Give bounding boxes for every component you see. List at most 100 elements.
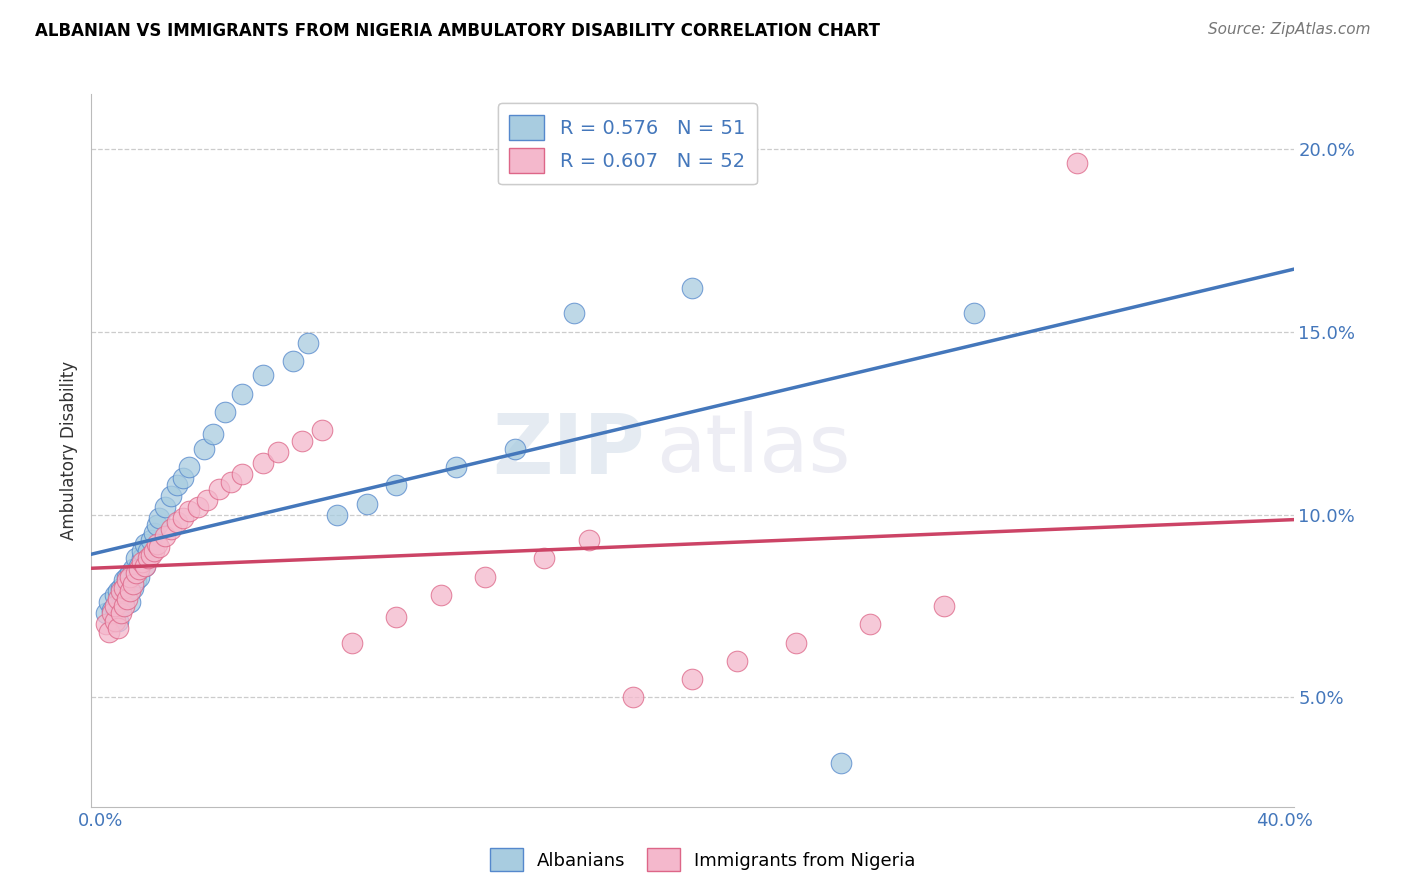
Point (107, 621, 129, 635)
Point (134, 558, 156, 573)
Point (110, 584, 132, 599)
Point (128, 562, 150, 576)
Point (131, 551, 153, 566)
Point (201, 427, 224, 442)
Point (578, 533, 600, 548)
Point (142, 525, 165, 540)
Point (121, 581, 143, 595)
Point (859, 617, 882, 632)
Point (107, 591, 129, 606)
Legend: Albanians, Immigrants from Nigeria: Albanians, Immigrants from Nigeria (484, 841, 922, 879)
Point (562, 306, 585, 320)
Point (187, 500, 209, 515)
Point (231, 467, 253, 482)
Point (252, 456, 274, 470)
Point (785, 635, 807, 649)
Point (166, 478, 188, 492)
Point (98, 595, 121, 609)
Point (160, 522, 183, 536)
Point (681, 280, 703, 294)
Point (385, 610, 408, 624)
Point (121, 577, 143, 591)
Point (118, 566, 141, 580)
Point (681, 672, 703, 686)
Point (208, 482, 231, 496)
Point (267, 445, 290, 459)
Point (121, 562, 143, 576)
Point (115, 574, 138, 588)
Point (115, 584, 138, 599)
Point (385, 478, 408, 492)
Point (725, 654, 748, 668)
Point (136, 551, 159, 566)
Point (214, 405, 236, 419)
Point (429, 588, 451, 602)
Point (101, 607, 124, 621)
Point (125, 566, 148, 580)
Legend: R = 0.576   N = 51, R = 0.607   N = 52: R = 0.576 N = 51, R = 0.607 N = 52 (498, 103, 756, 185)
Point (107, 614, 129, 628)
Point (326, 508, 349, 522)
Text: Source: ZipAtlas.com: Source: ZipAtlas.com (1208, 22, 1371, 37)
Point (118, 595, 141, 609)
Point (291, 434, 314, 449)
Point (503, 442, 526, 456)
Point (166, 515, 188, 529)
Point (112, 574, 135, 588)
Point (118, 570, 141, 584)
Point (444, 459, 467, 474)
Point (96, 607, 118, 621)
Point (177, 504, 200, 518)
Point (1066, 156, 1088, 170)
Point (125, 574, 148, 588)
Text: ALBANIAN VS IMMIGRANTS FROM NIGERIA AMBULATORY DISABILITY CORRELATION CHART: ALBANIAN VS IMMIGRANTS FROM NIGERIA AMBU… (35, 22, 880, 40)
Point (297, 335, 319, 350)
Point (104, 614, 127, 628)
Point (621, 690, 644, 705)
Point (125, 551, 148, 566)
Point (96, 617, 118, 632)
Point (963, 306, 986, 320)
Point (118, 584, 141, 599)
Point (104, 599, 127, 613)
Point (110, 607, 132, 621)
Text: atlas: atlas (657, 411, 851, 490)
Point (193, 442, 215, 456)
Point (101, 602, 124, 616)
Point (281, 353, 304, 368)
Point (195, 492, 218, 507)
Point (134, 537, 156, 551)
Text: ZIP: ZIP (492, 410, 644, 491)
Point (172, 511, 194, 525)
Point (830, 756, 852, 771)
Point (110, 599, 132, 613)
Point (98, 624, 121, 639)
Point (128, 570, 150, 584)
Point (148, 541, 170, 555)
Point (533, 551, 555, 566)
Point (155, 529, 177, 543)
Point (104, 588, 127, 602)
Point (139, 548, 162, 562)
Point (139, 533, 162, 548)
Point (340, 635, 363, 649)
Point (252, 368, 274, 383)
Point (112, 581, 135, 595)
Point (219, 475, 242, 489)
Point (145, 518, 167, 533)
Point (115, 570, 138, 584)
Point (104, 610, 127, 624)
Point (155, 500, 177, 515)
Point (112, 599, 135, 613)
Point (311, 423, 333, 437)
Point (131, 544, 153, 558)
Y-axis label: Ambulatory Disability: Ambulatory Disability (60, 361, 79, 540)
Point (160, 489, 183, 503)
Point (107, 584, 129, 599)
Point (112, 591, 135, 606)
Point (172, 471, 194, 485)
Point (115, 591, 138, 606)
Point (148, 511, 170, 525)
Point (177, 459, 200, 474)
Point (110, 581, 132, 595)
